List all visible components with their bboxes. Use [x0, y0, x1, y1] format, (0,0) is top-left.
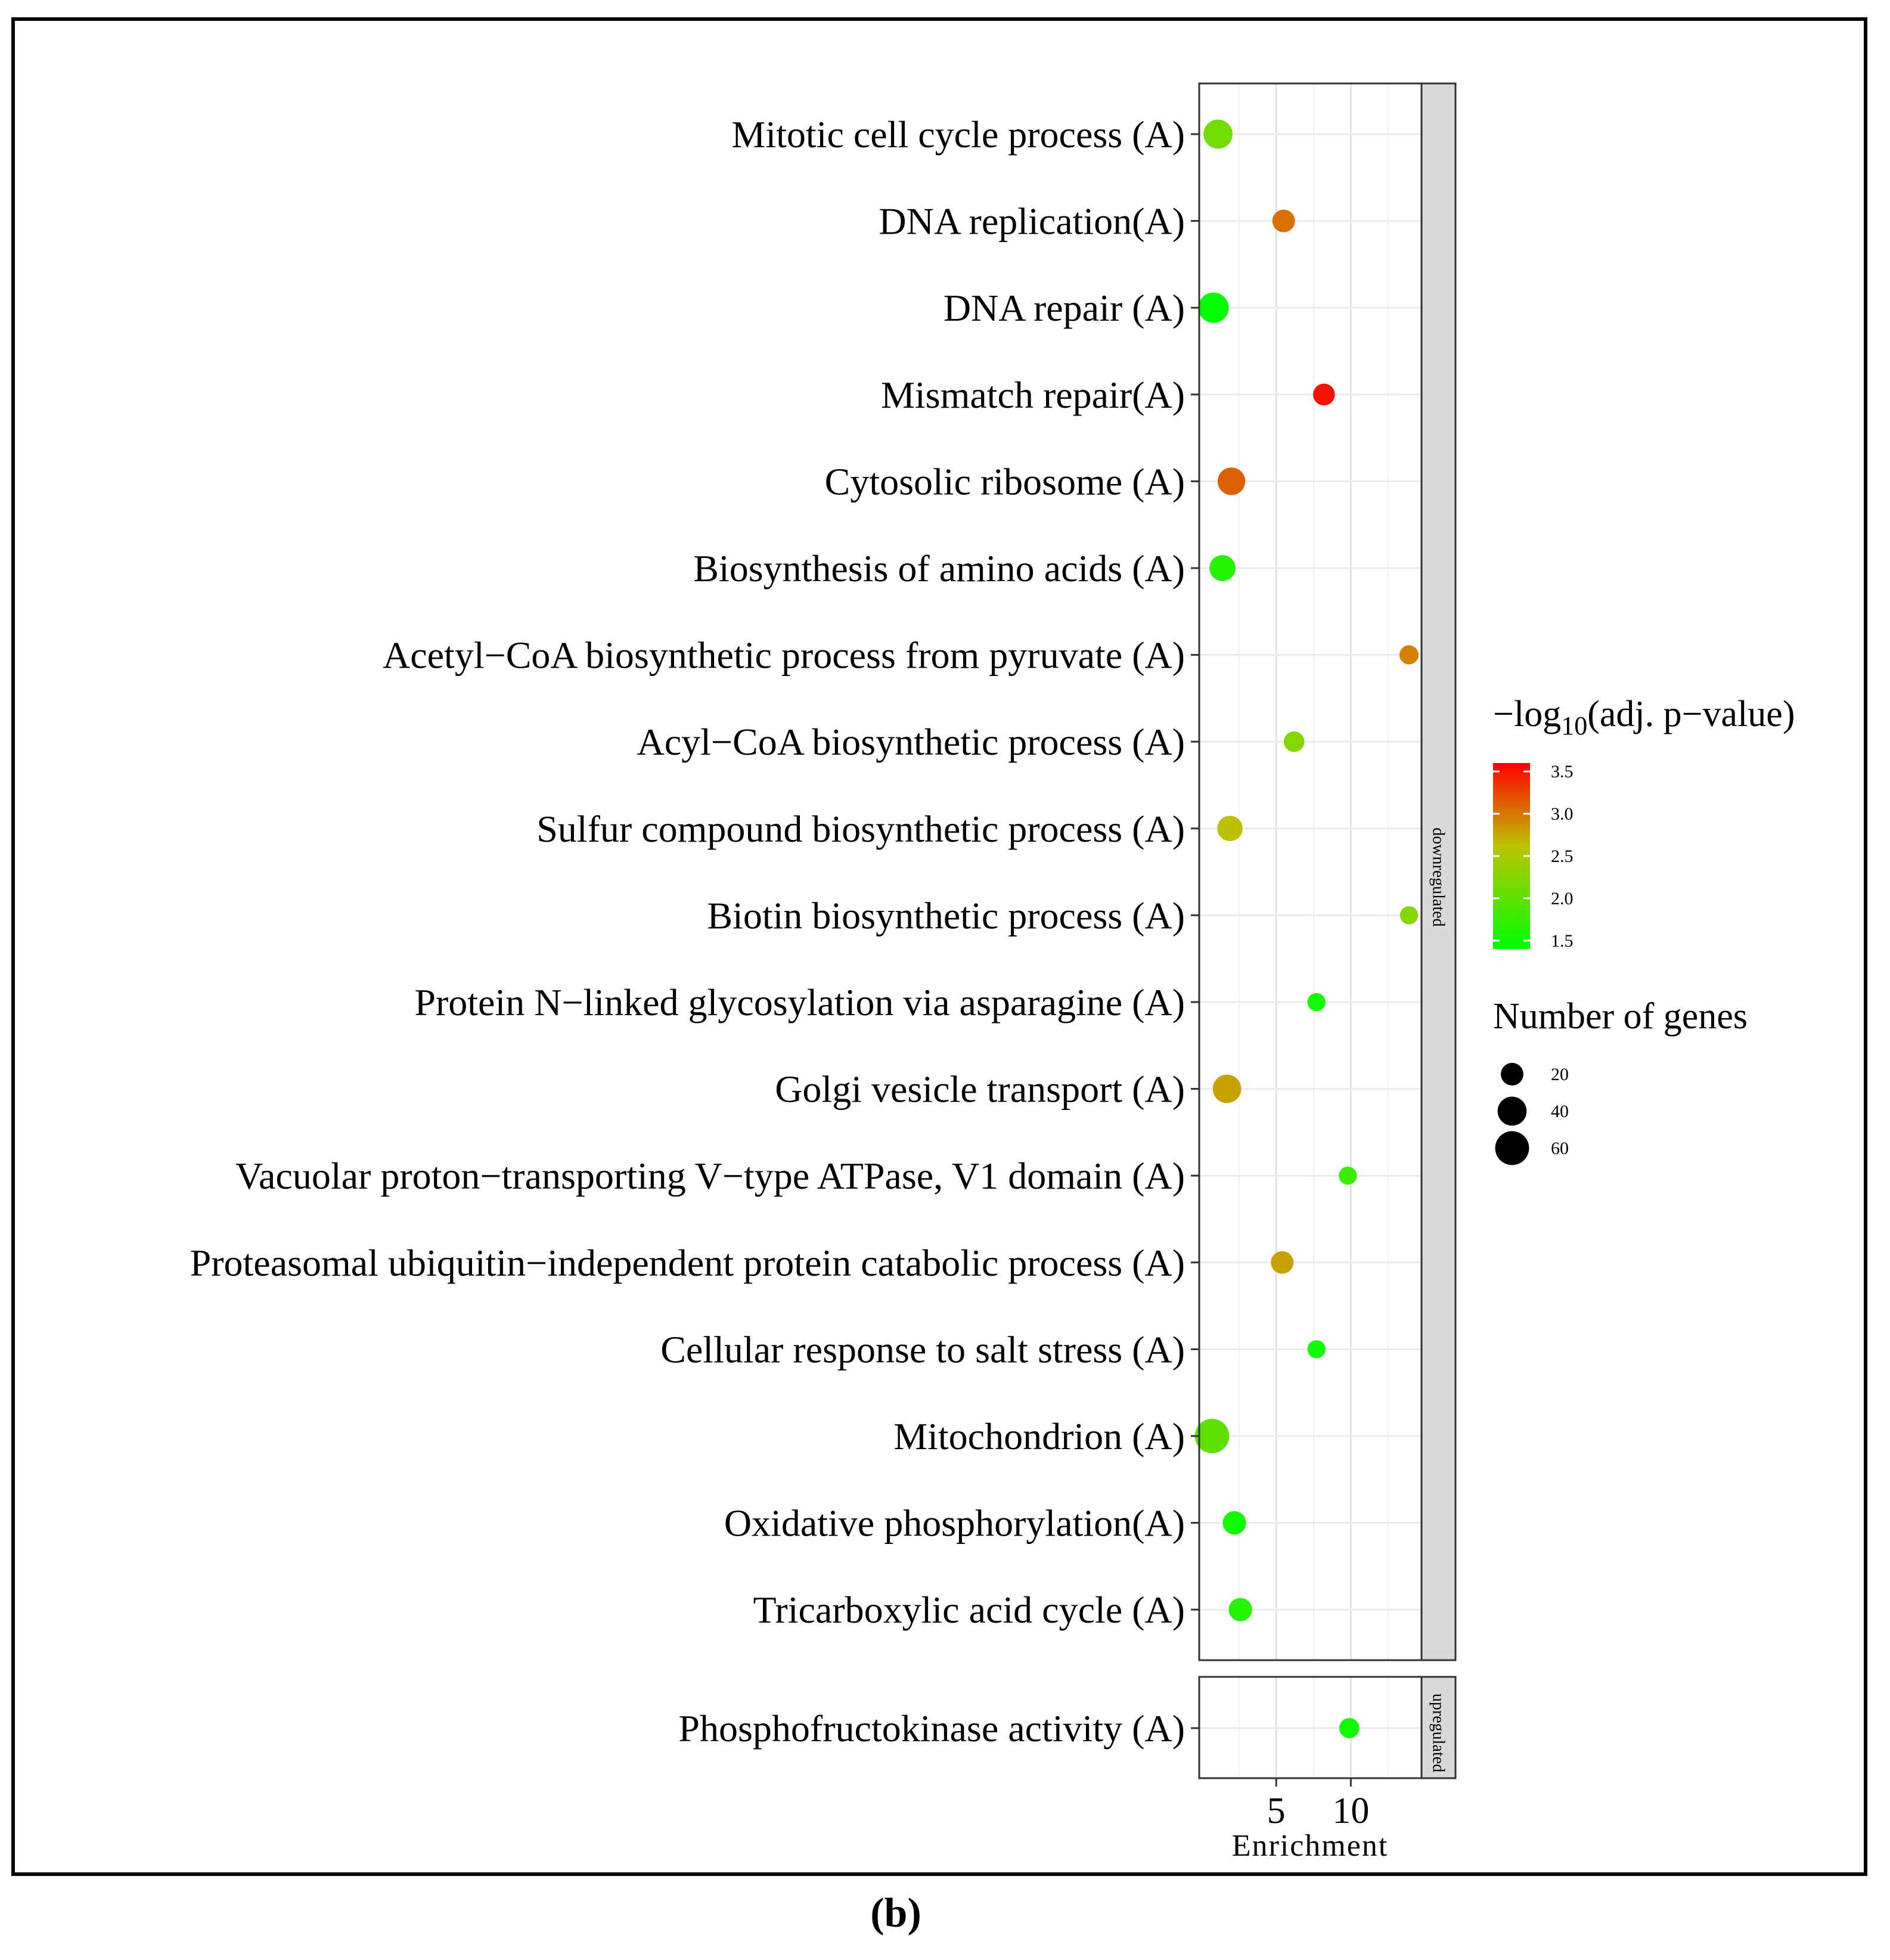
category-label: Acyl−CoA biosynthetic process (A)	[637, 721, 1185, 763]
data-point	[1399, 906, 1419, 925]
color-legend: −log10(adj. p−value) 3.5 3.0 2.5 2.0 1.5	[1493, 694, 1795, 951]
figure-frame	[11, 17, 1867, 1876]
data-point	[1339, 1718, 1360, 1738]
color-bar-tick-label: 2.0	[1551, 889, 1574, 908]
category-label: Acetyl−CoA biosynthetic process from pyr…	[383, 634, 1185, 677]
size-legend-label: 60	[1551, 1139, 1569, 1158]
category-label: Mitochondrion (A)	[893, 1415, 1185, 1457]
data-point	[1217, 467, 1246, 495]
size-legend-title: Number of genes	[1493, 996, 1748, 1037]
data-point	[1194, 1419, 1230, 1453]
color-bar-tick-label: 3.5	[1551, 762, 1574, 781]
category-label: Sulfur compound biosynthetic process (A)	[536, 808, 1185, 850]
category-label: Protein N−linked glycosylation via aspar…	[414, 981, 1185, 1024]
color-bar-tick-label: 3.0	[1551, 804, 1574, 824]
color-bar-tick-label: 2.5	[1551, 846, 1574, 866]
size-legend-label: 40	[1551, 1102, 1569, 1121]
data-point	[1339, 1167, 1357, 1185]
category-label: Golgi vesicle transport (A)	[775, 1068, 1185, 1111]
size-legend-items: 20 40 60	[1495, 1063, 1569, 1165]
data-point	[1209, 555, 1236, 581]
category-label: Mitotic cell cycle process (A)	[731, 113, 1185, 156]
color-legend-title: −log10(adj. p−value)	[1493, 694, 1795, 740]
facet-strips: downregulated upregulated	[1420, 82, 1457, 1779]
grid-layer	[1199, 83, 1422, 1778]
category-label: Vacuolar proton−transporting V−type ATPa…	[235, 1155, 1185, 1197]
category-label: Tricarboxylic acid cycle (A)	[753, 1589, 1185, 1631]
category-label: Cytosolic ribosome (A)	[825, 460, 1185, 503]
data-point	[1217, 815, 1243, 842]
category-label: Mismatch repair(A)	[881, 374, 1185, 416]
x-tick-label: 10	[1332, 1791, 1369, 1831]
marks-layer	[1194, 119, 1419, 1738]
category-label: Biotin biosynthetic process (A)	[707, 894, 1185, 936]
size-legend: Number of genes 20 40 60	[1493, 996, 1748, 1165]
data-point	[1228, 1598, 1252, 1621]
color-bar-tick-label: 1.5	[1551, 931, 1574, 951]
size-legend-dot	[1501, 1063, 1523, 1086]
data-point	[1271, 1251, 1294, 1274]
category-label: DNA replication(A)	[879, 200, 1185, 243]
facet-strip-label: upregulated	[1429, 1694, 1448, 1772]
x-axis: 5 10	[1191, 133, 1369, 1831]
data-point	[1399, 645, 1419, 665]
size-legend-dot	[1497, 1096, 1527, 1126]
facet-strip	[1420, 1676, 1457, 1779]
facet-strip	[1420, 82, 1457, 1661]
category-label: Biosynthesis of amino acids (A)	[693, 547, 1185, 590]
data-point	[1307, 1340, 1326, 1359]
data-point	[1198, 292, 1229, 323]
x-axis-title: Enrichment	[1232, 1829, 1389, 1863]
data-point	[1212, 1074, 1242, 1103]
size-legend-label: 20	[1551, 1065, 1569, 1084]
data-point	[1312, 383, 1335, 406]
category-labels: Mitotic cell cycle process (A) DNA replic…	[190, 113, 1185, 1750]
category-label: DNA repair (A)	[944, 287, 1185, 329]
size-legend-dot	[1495, 1131, 1529, 1165]
facet-strip-label: downregulated	[1429, 827, 1448, 926]
panel-background	[1199, 83, 1422, 1660]
category-label: Phosphofructokinase activity (A)	[678, 1707, 1185, 1750]
data-point	[1222, 1511, 1246, 1535]
data-point	[1203, 119, 1233, 149]
data-point	[1307, 993, 1326, 1012]
color-bar-ticks: 3.5 3.0 2.5 2.0 1.5	[1493, 762, 1574, 951]
data-point	[1272, 209, 1295, 232]
category-label: Oxidative phosphorylation(A)	[724, 1502, 1185, 1545]
data-point	[1283, 731, 1305, 752]
category-label: Cellular response to salt stress (A)	[660, 1328, 1185, 1370]
figure-caption: (b)	[870, 1890, 921, 1936]
x-tick-label: 5	[1267, 1791, 1286, 1831]
category-label: Proteasomal ubiquitin−independent protei…	[190, 1242, 1185, 1284]
